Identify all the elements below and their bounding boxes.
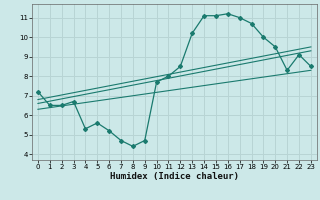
X-axis label: Humidex (Indice chaleur): Humidex (Indice chaleur) [110, 172, 239, 181]
